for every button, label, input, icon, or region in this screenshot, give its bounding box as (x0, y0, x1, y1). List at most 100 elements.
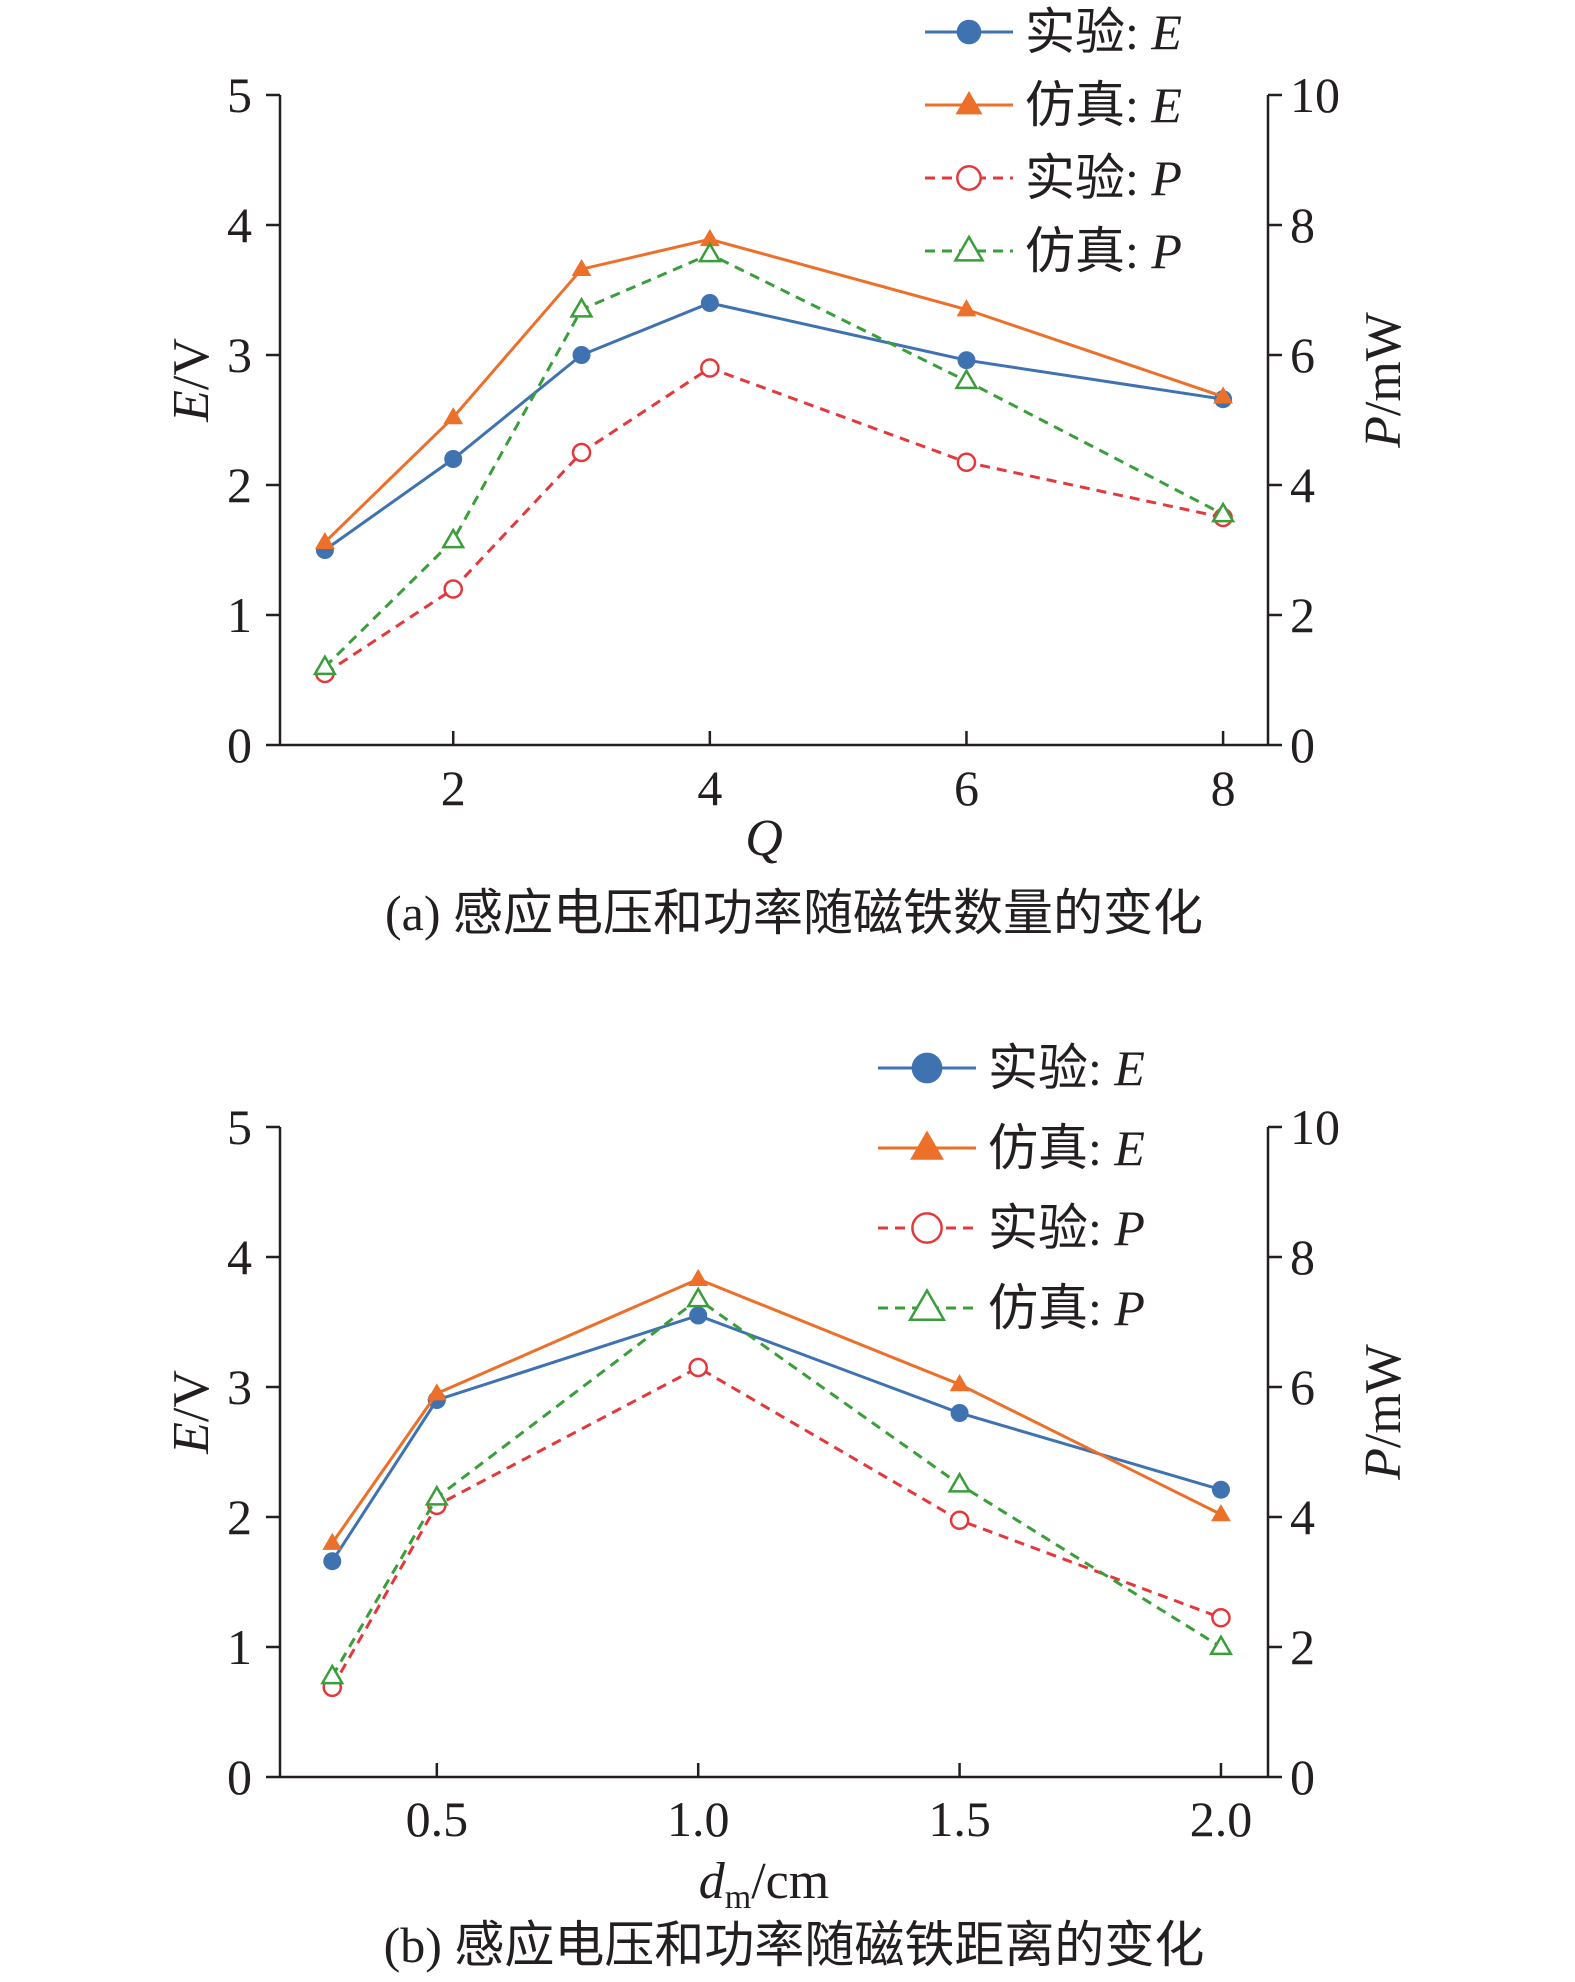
x-axis-title: dm/cm (699, 1853, 829, 1916)
data-point (956, 299, 977, 317)
data-point (907, 1287, 947, 1321)
data-point (315, 531, 335, 550)
y2-tick-label: 4 (1290, 1489, 1315, 1545)
data-point (956, 165, 982, 191)
x-tick-label: 1.5 (928, 1791, 991, 1847)
x-tick-label: 6 (954, 760, 979, 816)
x-tick-label: 2.0 (1190, 1791, 1253, 1847)
data-point (1211, 1480, 1230, 1499)
legend-item: 仿真: E (925, 77, 1182, 133)
y2-tick-label: 8 (1290, 197, 1315, 253)
y2-tick-label: 0 (1290, 717, 1315, 773)
y-tick-label: 3 (227, 327, 252, 383)
y2-tick-label: 2 (1290, 587, 1315, 643)
data-point (323, 1552, 342, 1571)
data-point (955, 90, 983, 115)
data-point (688, 1268, 709, 1286)
data-point (910, 1130, 944, 1160)
data-point (957, 351, 976, 370)
series-line (323, 237, 1224, 544)
legend-item: 实验: E (878, 1040, 1145, 1096)
legend-label: 实验: E (988, 1040, 1145, 1096)
series-line (324, 366, 1224, 675)
series-仿真-P (312, 241, 1236, 676)
data-point (441, 527, 466, 549)
data-point (956, 452, 977, 473)
y2-tick-label: 10 (1290, 1099, 1340, 1155)
series-line (331, 1313, 1222, 1563)
data-point (950, 1404, 969, 1422)
x-tick-label: 2 (441, 760, 466, 816)
y2-tick-label: 2 (1290, 1619, 1315, 1675)
legend-item: 实验: P (925, 150, 1182, 206)
data-point (1211, 1607, 1231, 1628)
data-point (426, 1383, 447, 1401)
y-tick-label: 0 (227, 717, 252, 773)
legend-item: 实验: E (925, 4, 1182, 60)
data-point (689, 1306, 708, 1325)
y-tick-label: 0 (227, 1749, 252, 1805)
y2-axis-title: P/mW (1355, 1344, 1412, 1481)
y-tick-label: 3 (227, 1359, 252, 1415)
y2-tick-label: 0 (1290, 1749, 1315, 1805)
data-point (700, 294, 719, 312)
data-point (699, 229, 720, 247)
data-point (572, 346, 591, 364)
y2-tick-label: 4 (1290, 457, 1315, 513)
y-tick-label: 5 (227, 67, 252, 123)
data-point (1211, 501, 1236, 523)
legend-item: 仿真: E (878, 1120, 1145, 1176)
figure-caption: (a) 感应电压和功率随磁铁数量的变化 (385, 885, 1203, 941)
x-axis-title: Q (745, 810, 783, 867)
series-实验-P (315, 358, 1233, 684)
legend-item: 仿真: P (878, 1280, 1145, 1336)
data-point (686, 1286, 711, 1308)
data-point (571, 258, 592, 277)
data-point (424, 1484, 449, 1506)
legend-item: 实验: P (878, 1200, 1145, 1256)
data-point (956, 19, 982, 45)
y2-tick-label: 8 (1290, 1229, 1315, 1285)
series-实验-P (322, 1357, 1231, 1698)
data-point (949, 1510, 970, 1531)
data-point (569, 296, 594, 318)
y-tick-label: 4 (227, 1229, 252, 1285)
data-point (911, 1212, 943, 1244)
series-line (324, 301, 1224, 552)
x-tick-label: 1.0 (667, 1791, 730, 1847)
legend-label: 仿真: P (1025, 223, 1182, 279)
x-tick-label: 4 (697, 760, 722, 816)
y-tick-label: 1 (227, 587, 252, 643)
legend: 实验: E 仿真: E 实验: P 仿真: P (878, 1040, 1145, 1336)
figure-caption: (b) 感应电压和功率随磁铁距离的变化 (384, 1917, 1205, 1973)
y2-tick-label: 10 (1290, 67, 1340, 123)
legend-label: 实验: P (988, 1200, 1145, 1256)
y-axis-title: E/V (163, 1370, 220, 1455)
data-point (443, 407, 464, 425)
data-point (1213, 386, 1233, 404)
x-tick-label: 8 (1211, 760, 1236, 816)
series-仿真-E (315, 229, 1233, 550)
data-point (1208, 1634, 1234, 1656)
legend-label: 仿真: P (988, 1280, 1145, 1336)
y-tick-label: 5 (227, 1099, 252, 1155)
series-仿真-P (320, 1286, 1234, 1685)
series-实验-E (315, 294, 1233, 559)
series-仿真-E (322, 1268, 1231, 1550)
y-axis-title: E/V (163, 338, 220, 423)
legend-label: 仿真: E (1025, 77, 1182, 133)
data-point (954, 368, 979, 390)
series-line (323, 252, 1224, 669)
y-tick-label: 2 (227, 1489, 252, 1545)
legend-item: 仿真: P (925, 223, 1182, 279)
data-point (322, 1532, 343, 1550)
chart-b: 0 1 2 3 4 5 0 2 4 6 8 10 0.5 1.0 1.5 2.0 E/V P/mW dm/cm(b)… (163, 1040, 1412, 1973)
x-tick-label: 0.5 (406, 1791, 469, 1847)
data-point (700, 358, 720, 378)
legend-label: 实验: E (1025, 4, 1182, 60)
data-point (911, 1052, 943, 1084)
y2-tick-label: 6 (1290, 327, 1315, 383)
legend: 实验: E 仿真: E 实验: P 仿真: P (925, 4, 1182, 279)
data-point (312, 654, 337, 676)
